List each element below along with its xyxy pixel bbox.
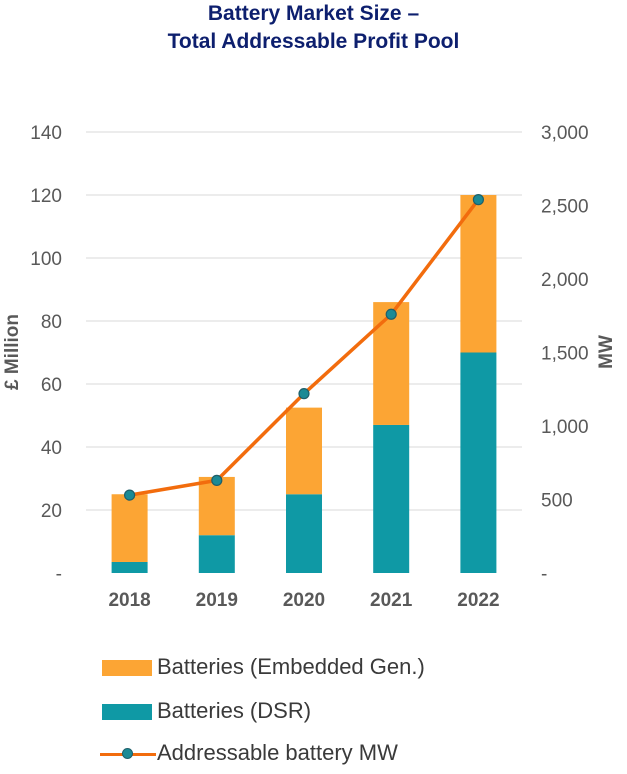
y-tick-label: 60 <box>41 375 62 396</box>
line-point <box>385 308 397 320</box>
y-axis-title: £ Million <box>2 314 23 390</box>
y2-tick-label: 2,500 <box>541 197 589 218</box>
y-tick-label: 80 <box>41 312 62 333</box>
bar-batteries-embedded-gen <box>460 195 497 353</box>
y-tick-label: 40 <box>41 438 62 459</box>
y-tick-label: 140 <box>30 123 62 144</box>
y-tick-label: 100 <box>30 249 62 270</box>
chart-title-line2: Total Addressable Profit Pool <box>167 30 460 53</box>
bar-batteries-dsr <box>460 352 497 573</box>
y-tick-label: 120 <box>30 186 62 207</box>
legend-label-battery-mw: Addressable battery MW <box>157 740 398 765</box>
legend-item-battery-mw: Addressable battery MW <box>100 734 520 774</box>
line-point <box>211 474 223 486</box>
x-tick-label: 2019 <box>196 590 238 611</box>
chart-area: - 20 40 60 80 100 120 140 - 500 1,000 1,500 2,000 2,5… <box>2 123 617 611</box>
y-tick-label: - <box>56 564 62 585</box>
legend-swatch-embedded-gen <box>102 660 152 676</box>
x-tick-label: 2022 <box>457 590 499 611</box>
bar-batteries-dsr <box>286 494 322 573</box>
legend-swatch-dsr <box>102 704 152 720</box>
x-tick-label: 2020 <box>283 590 325 611</box>
chart-title: Battery Market Size – Total Addressable … <box>0 0 627 56</box>
legend-label-dsr: Batteries (DSR) <box>157 698 312 723</box>
line-point <box>472 194 484 206</box>
chart-title-line1: Battery Market Size – <box>207 2 420 25</box>
bar-batteries-embedded-gen <box>198 476 235 536</box>
bar-batteries-embedded-gen <box>373 302 410 425</box>
y-tick-label: 20 <box>41 501 62 522</box>
y2-tick-label: 1,000 <box>541 417 589 438</box>
y2-tick-label: 3,000 <box>541 123 589 144</box>
bar-batteries-embedded-gen <box>111 494 148 562</box>
legend-label-embedded-gen: Batteries (Embedded Gen.) <box>157 654 425 679</box>
y2-tick-label: 500 <box>541 491 573 512</box>
line-point <box>124 489 136 501</box>
y2-tick-label: - <box>541 564 547 585</box>
bar-batteries-embedded-gen <box>286 407 322 495</box>
y2-axis-title: MW <box>596 335 617 369</box>
legend-item-dsr: Batteries (DSR) <box>100 692 520 732</box>
bar-batteries-dsr <box>111 561 148 573</box>
x-tick-label: 2021 <box>370 590 413 611</box>
legend-marker-battery-mw <box>122 748 133 759</box>
bar-batteries-dsr <box>373 424 410 573</box>
y2-tick-label: 1,500 <box>541 344 589 365</box>
line-point <box>298 388 310 400</box>
bar-batteries-dsr <box>198 535 235 573</box>
legend-item-embedded-gen: Batteries (Embedded Gen.) <box>100 648 520 688</box>
y2-tick-label: 2,000 <box>541 270 589 291</box>
x-tick-label: 2018 <box>108 590 150 611</box>
